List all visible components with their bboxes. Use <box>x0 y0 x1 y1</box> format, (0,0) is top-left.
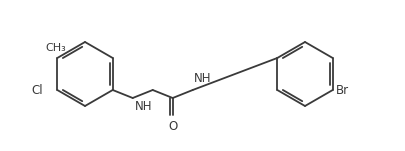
Text: O: O <box>168 120 177 133</box>
Text: CH₃: CH₃ <box>45 43 66 53</box>
Text: Br: Br <box>335 84 348 96</box>
Text: NH: NH <box>193 72 211 85</box>
Text: Cl: Cl <box>32 84 43 96</box>
Text: NH: NH <box>134 100 152 113</box>
